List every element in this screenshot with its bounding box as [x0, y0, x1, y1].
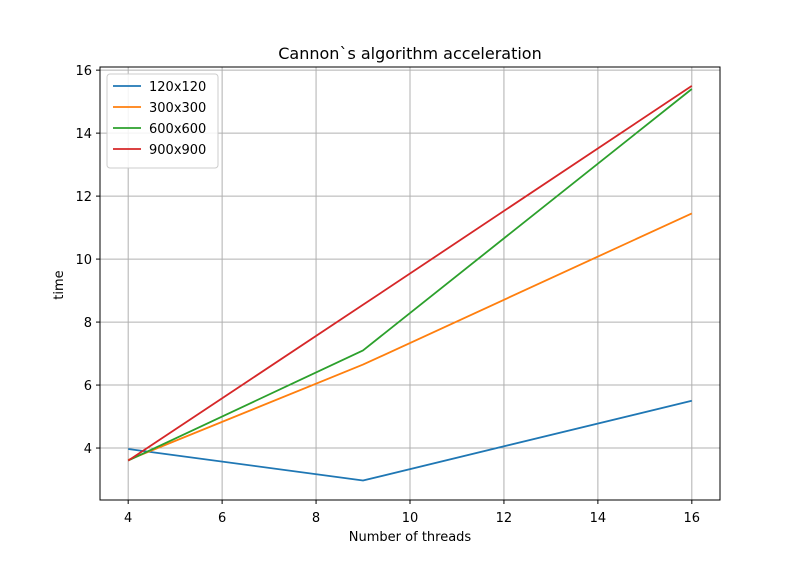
- legend-label: 120x120: [149, 80, 206, 95]
- legend-label: 300x300: [149, 101, 206, 116]
- legend-entry: 120x120: [113, 80, 206, 95]
- y-axis: 4 6 8 10 12 14 16: [75, 64, 100, 457]
- y-tick-label: 14: [75, 127, 92, 142]
- series-lines: [127, 85, 693, 482]
- series-line-120x120: [128, 399, 693, 482]
- x-axis-label: Number of threads: [349, 530, 472, 545]
- legend-entry: 900x900: [113, 143, 206, 158]
- legend: 120x120 300x300 600x600 900x900: [106, 73, 219, 169]
- series-line-600x600: [127, 88, 693, 462]
- x-tick-label: 12: [496, 511, 513, 526]
- y-tick-label: 12: [75, 190, 92, 205]
- y-tick-label: 4: [84, 442, 92, 457]
- y-tick-label: 8: [84, 316, 92, 331]
- series-line-300x300: [127, 212, 693, 461]
- chart-title: Cannon`s algorithm acceleration: [278, 44, 541, 63]
- legend-entry: 600x600: [113, 122, 206, 137]
- legend-label: 900x900: [149, 143, 206, 158]
- legend-label: 600x600: [149, 122, 206, 137]
- y-tick-label: 6: [84, 379, 92, 394]
- x-tick-label: 8: [312, 511, 320, 526]
- y-tick-label: 10: [75, 253, 92, 268]
- x-tick-label: 16: [684, 511, 701, 526]
- x-tick-label: 14: [590, 511, 607, 526]
- legend-entry: 300x300: [113, 101, 206, 116]
- x-axis: 4 6 8 10 12 14 16: [124, 500, 700, 526]
- y-axis-label: time: [52, 270, 67, 299]
- x-tick-label: 6: [218, 511, 226, 526]
- series-line-900x900: [127, 85, 693, 462]
- y-tick-label: 16: [75, 64, 92, 79]
- legend-box: [106, 73, 219, 169]
- x-tick-label: 10: [402, 511, 419, 526]
- x-tick-label: 4: [124, 511, 132, 526]
- grid: [100, 67, 720, 500]
